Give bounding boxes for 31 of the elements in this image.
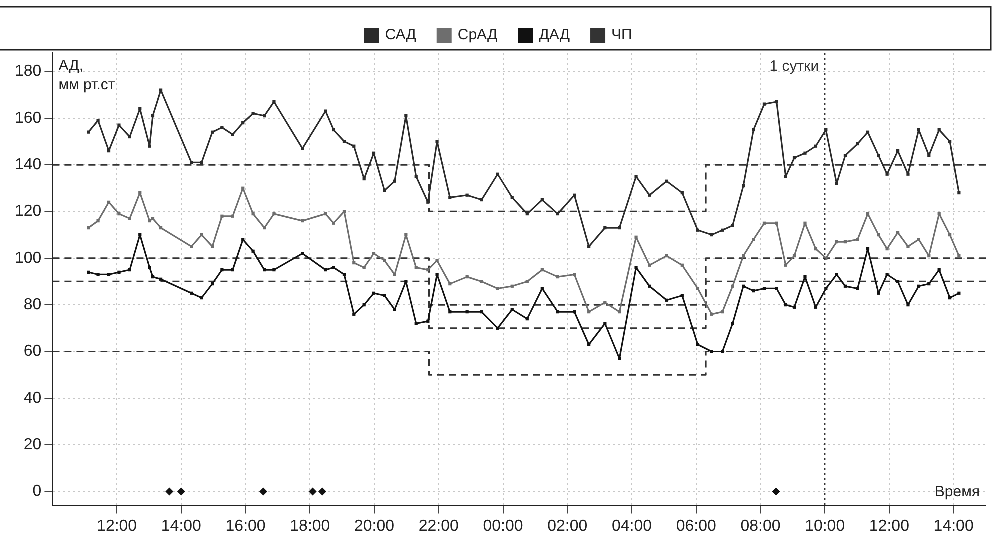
legend-label: СрАД [458,26,498,44]
x-tick-label: 08:00 [740,518,781,535]
y-tick-label: 80 [24,296,42,314]
x-tick-label: 14:00 [934,518,974,535]
x-tick-label: 14:00 [161,518,202,535]
x-tick-label: 12:00 [97,518,138,535]
legend-label: САД [385,26,416,44]
y-tick-label: 180 [14,63,42,80]
x-tick-label: 04:00 [612,518,652,535]
y-tick-label: 20 [24,436,42,454]
x-tick-label: 02:00 [548,518,588,535]
x-tick-label: 16:00 [226,518,266,535]
x-tick-label: 10:00 [805,518,846,535]
x-tick-label: 12:00 [869,518,910,535]
x-tick-label: 06:00 [676,518,716,535]
x-tick-label: 18:00 [290,518,330,535]
y-tick-label: 140 [14,156,42,174]
y-tick-label: 40 [24,390,42,407]
x-tick-label: 20:00 [354,518,395,535]
x-axis-title: Время [934,483,980,500]
ref-line-label: 1 сутки [770,58,820,76]
y-tick-label: 0 [32,483,42,500]
y-tick-label: 160 [14,110,42,127]
x-tick-label: 22:00 [418,518,460,535]
legend-label: ДАД [539,26,570,44]
y-tick-label: 100 [14,250,42,267]
y-axis-title: АД, мм рт.ст [58,58,116,94]
y-tick-label: 60 [24,343,42,360]
x-tick-label: 00:00 [483,518,524,535]
legend-label: ЧП [612,26,632,44]
y-tick-label: 120 [14,203,42,220]
